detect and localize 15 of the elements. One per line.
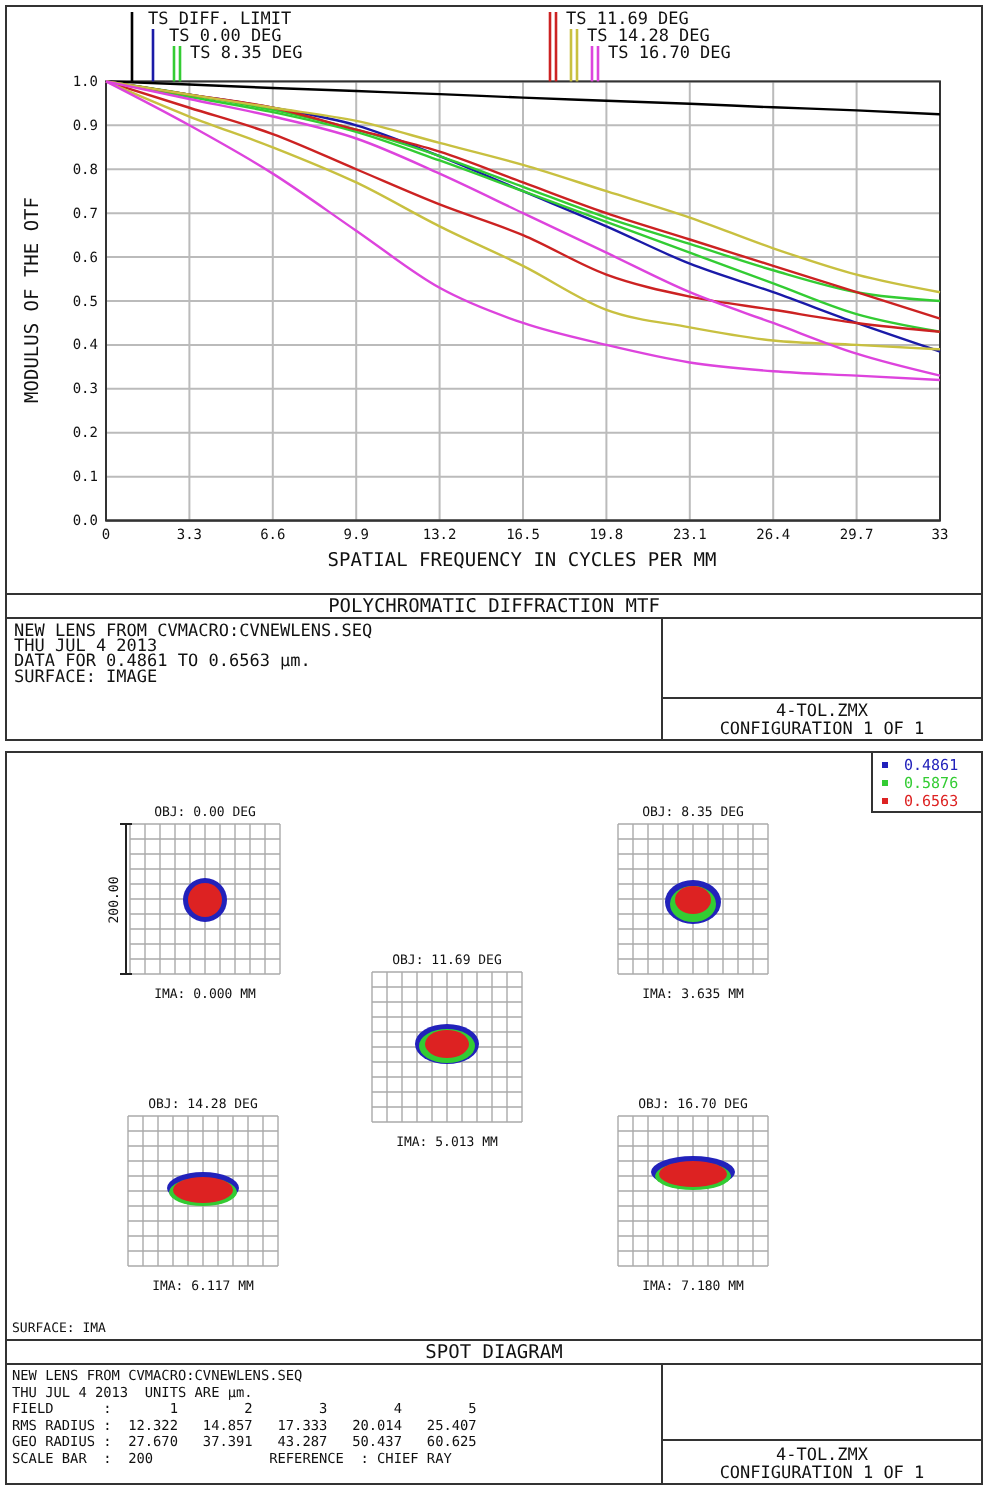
text: SURFACE: IMAGE — [14, 667, 158, 688]
text: TS 0.00 DEG — [169, 27, 282, 47]
text: TS 11.69 DEG — [566, 10, 689, 30]
legend-label: TS 8.35 DEG — [190, 44, 303, 64]
text: 4-TOL.ZMX — [775, 1446, 870, 1466]
legend-label: TS 16.70 DEG — [608, 44, 731, 64]
text: TS 14.28 DEG — [587, 27, 710, 47]
text: CONFIGURATION 1 OF 1 — [719, 720, 925, 740]
text: POLYCHROMATIC DIFFRACTION MTF — [328, 596, 661, 618]
text: TS DIFF. LIMIT — [148, 10, 292, 30]
text: SPOT DIAGRAM — [425, 1342, 564, 1364]
text: 4-TOL.ZMX — [775, 702, 870, 722]
y-axis-title: MODULUS OF THE OTF — [22, 196, 44, 403]
x-axis-title: SPATIAL FREQUENCY IN CYCLES PER MM — [327, 550, 718, 572]
text: CONFIGURATION 1 OF 1 — [719, 1464, 925, 1484]
